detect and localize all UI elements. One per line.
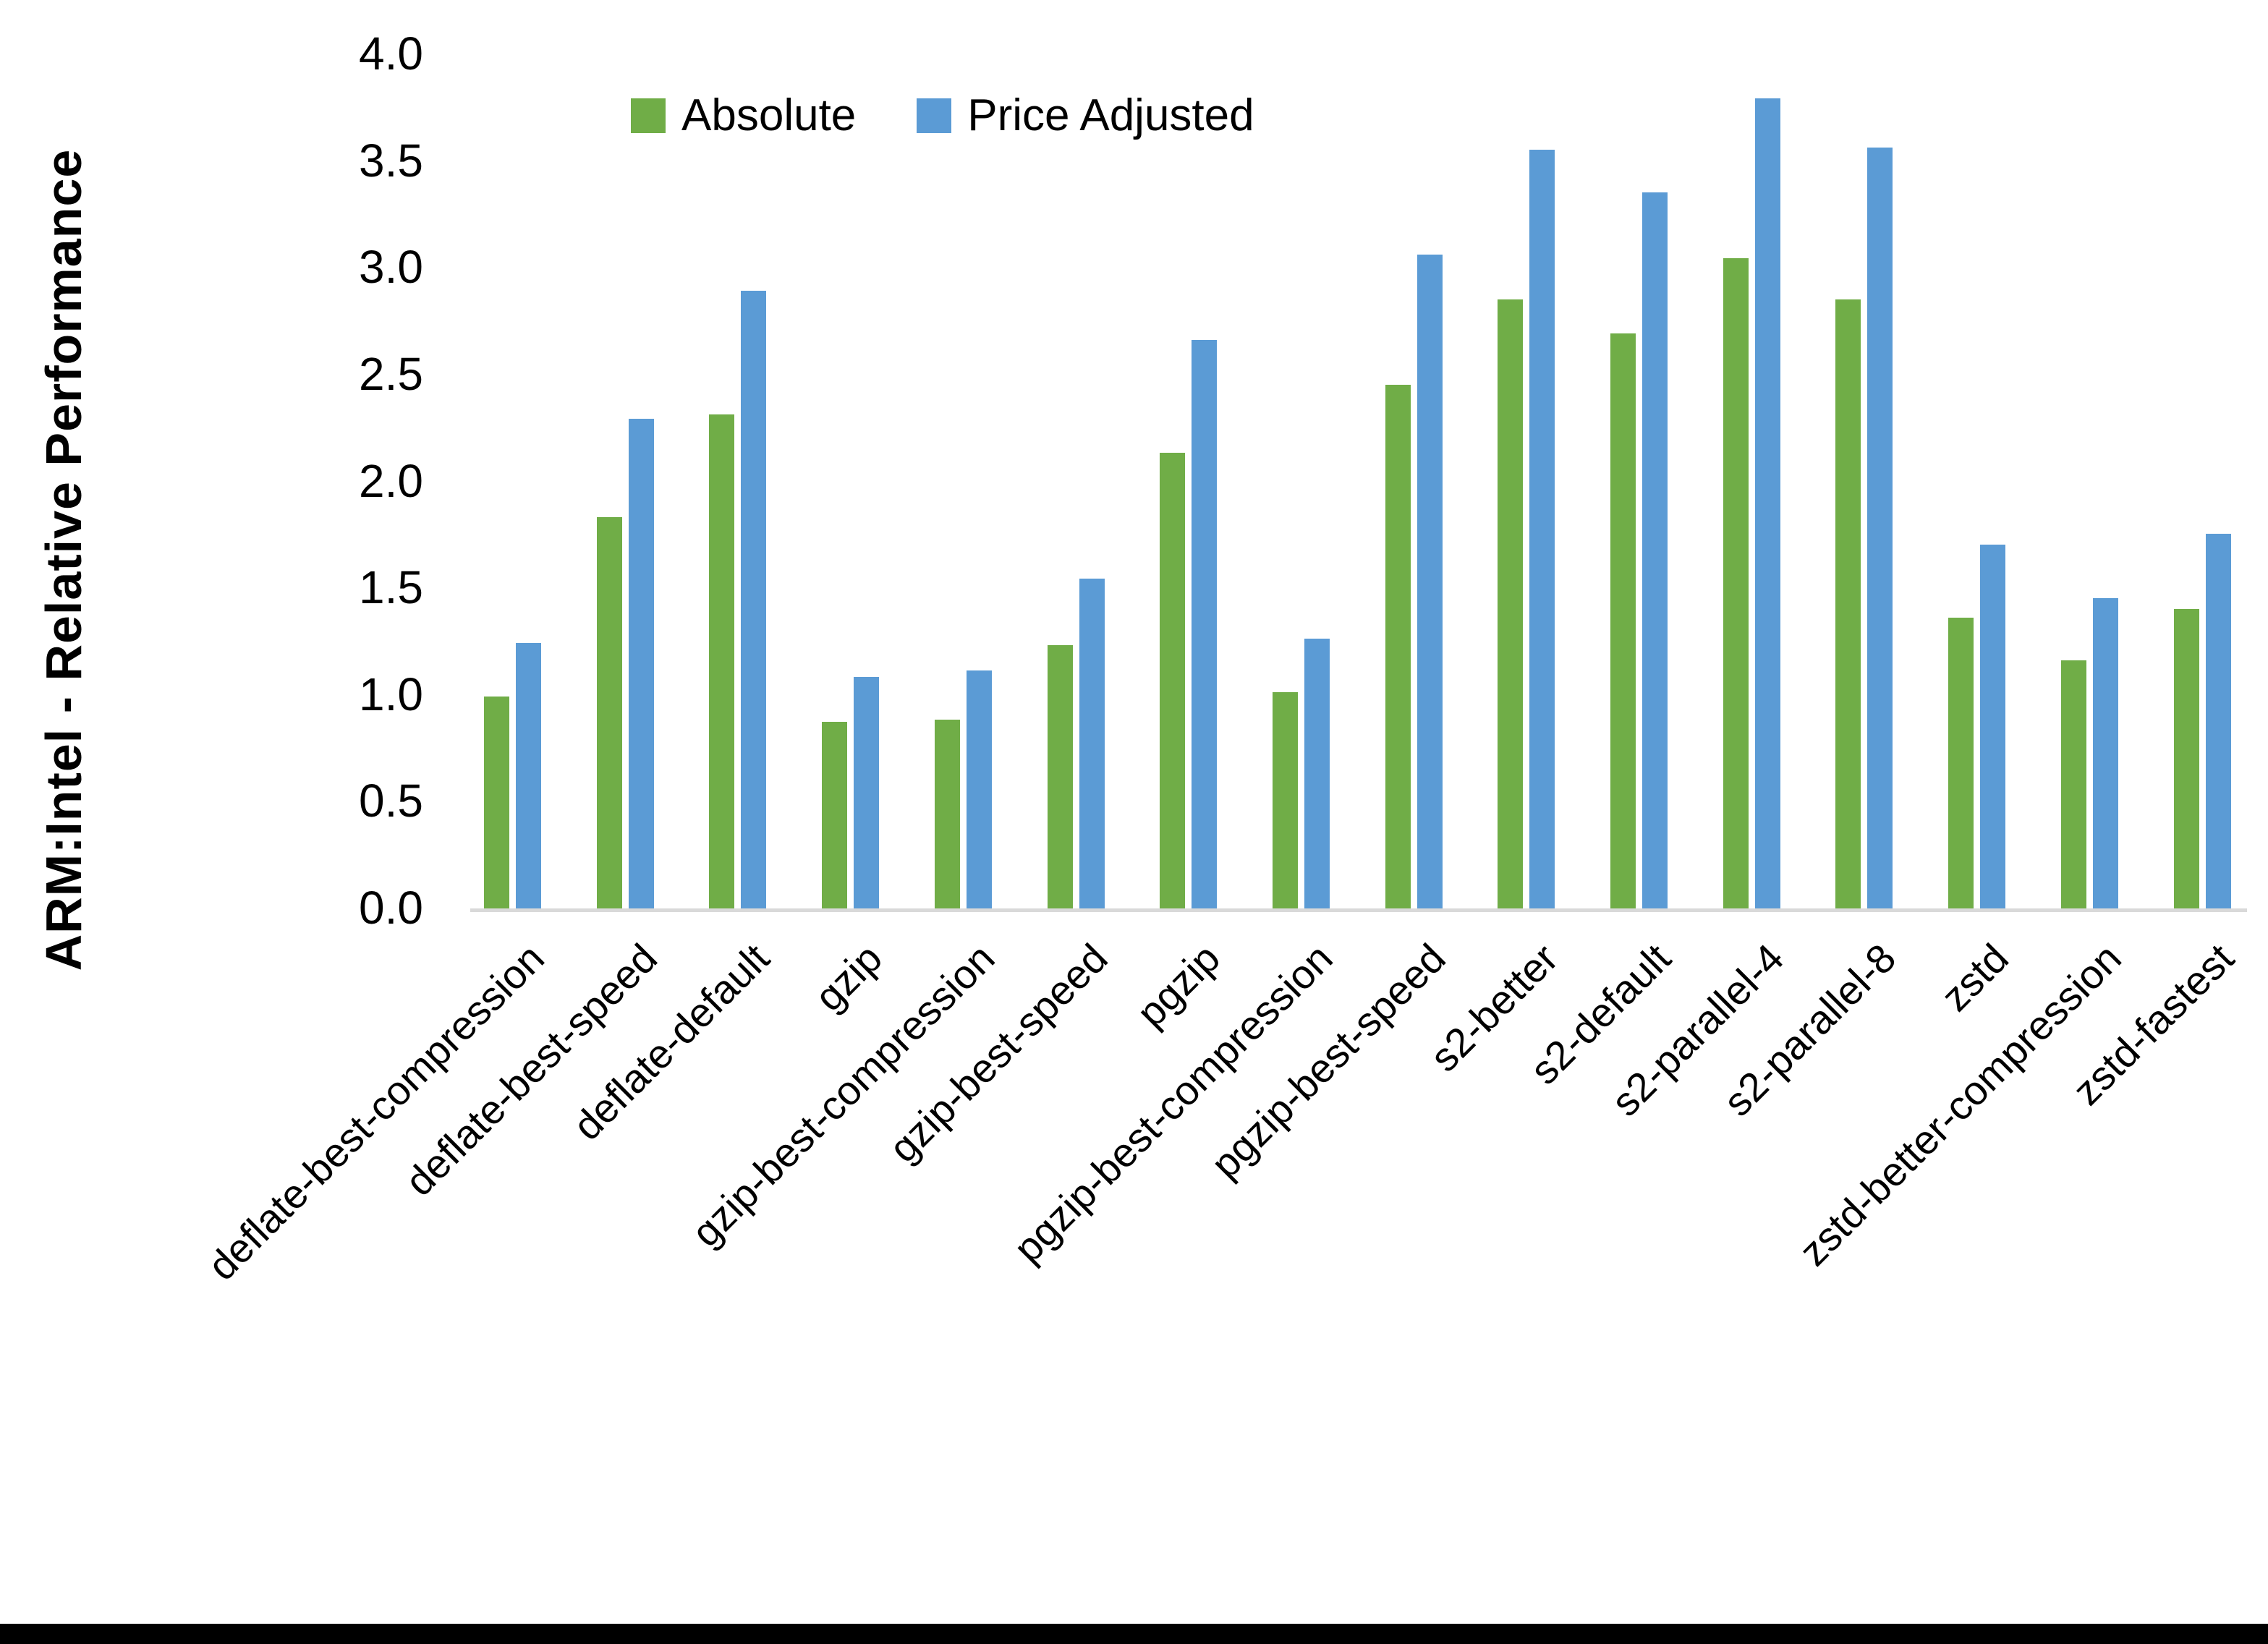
legend-label-absolute: Absolute — [681, 90, 857, 140]
bar-price-adjusted-gzip-best-compression — [966, 670, 992, 910]
bar-price-adjusted-s2-parallel-4 — [1754, 98, 1780, 910]
y-tick-label-1.0: 1.0 — [359, 668, 423, 720]
chart-legend: Absolute Price Adjusted — [631, 90, 1254, 141]
bar-price-adjusted-deflate-default — [741, 290, 767, 910]
bar-absolute-zstd-fastest — [2173, 608, 2199, 910]
y-tick-label-1.5: 1.5 — [359, 561, 423, 614]
y-tick-label-0.5: 0.5 — [359, 775, 423, 827]
bar-absolute-s2-better — [1498, 299, 1524, 910]
y-tick-label-0.0: 0.0 — [359, 882, 423, 934]
y-tick-label-4.0: 4.0 — [359, 27, 423, 80]
bar-absolute-deflate-default — [709, 414, 735, 910]
y-tick-label-2.0: 2.0 — [359, 454, 423, 507]
bar-price-adjusted-zstd-better-compression — [2092, 597, 2118, 910]
bar-price-adjusted-gzip — [854, 677, 880, 910]
y-tick-label-2.5: 2.5 — [359, 347, 423, 400]
y-tick-label-3.5: 3.5 — [359, 134, 423, 187]
bar-absolute-zstd — [1948, 617, 1974, 910]
bar-absolute-deflate-best-compression — [484, 696, 509, 910]
bar-absolute-s2-default — [1610, 333, 1636, 910]
bar-absolute-pgzip-best-speed — [1385, 384, 1411, 910]
bar-price-adjusted-s2-default — [1642, 192, 1668, 910]
bar-price-adjusted-deflate-best-speed — [628, 418, 654, 910]
bar-price-adjusted-pgzip-best-compression — [1304, 639, 1330, 910]
legend-swatch-price-adjusted-icon — [917, 98, 952, 133]
y-axis-title: ARM:Intel - Relative Performance — [35, 148, 92, 971]
bar-absolute-gzip — [822, 722, 848, 910]
bar-price-adjusted-gzip-best-speed — [1079, 579, 1105, 910]
bar-absolute-pgzip-best-compression — [1272, 691, 1298, 910]
bottom-border-bar — [0, 1624, 2268, 1644]
x-tick-label-deflate-default: deflate-default — [564, 934, 778, 1149]
legend-item-price-adjusted: Price Adjusted — [917, 90, 1254, 141]
x-tick-label-pgzip: pgzip — [1128, 934, 1229, 1036]
bar-absolute-s2-parallel-8 — [1835, 299, 1861, 910]
bar-price-adjusted-s2-parallel-8 — [1867, 147, 1893, 910]
x-axis-line — [470, 908, 2247, 912]
bar-price-adjusted-zstd-fastest — [2205, 534, 2231, 910]
bar-absolute-pgzip — [1160, 453, 1186, 910]
bar-absolute-s2-parallel-4 — [1723, 258, 1749, 910]
bar-price-adjusted-deflate-best-compression — [516, 642, 541, 910]
legend-label-price-adjusted: Price Adjusted — [967, 90, 1254, 140]
bar-price-adjusted-pgzip — [1192, 339, 1218, 910]
legend-swatch-absolute-icon — [631, 98, 666, 133]
x-tick-label-gzip: gzip — [806, 934, 891, 1020]
bar-price-adjusted-zstd — [1980, 545, 2006, 910]
bar-absolute-gzip-best-speed — [1047, 644, 1073, 910]
bar-absolute-zstd-better-compression — [2060, 660, 2086, 910]
bar-price-adjusted-pgzip-best-speed — [1417, 254, 1443, 910]
x-tick-label-zstd: zstd — [1932, 934, 2018, 1020]
legend-item-absolute: Absolute — [631, 90, 856, 141]
y-tick-label-3.0: 3.0 — [359, 241, 423, 294]
bar-absolute-deflate-best-speed — [596, 516, 622, 910]
bar-price-adjusted-s2-better — [1529, 149, 1555, 910]
bar-absolute-gzip-best-compression — [934, 720, 960, 910]
